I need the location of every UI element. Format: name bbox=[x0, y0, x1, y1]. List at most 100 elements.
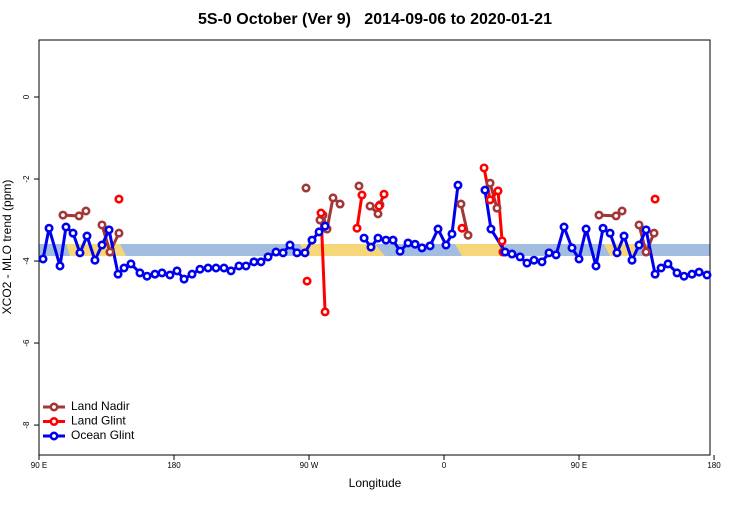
point bbox=[114, 194, 124, 204]
chart-title: 5S-0 October (Ver 9) 2014-09-06 to 2020-… bbox=[198, 11, 552, 28]
y-tick-label: -2 bbox=[22, 175, 31, 183]
y-axis-label: XCO2 - MLO trend (ppm) bbox=[0, 180, 14, 315]
point bbox=[497, 236, 507, 246]
point bbox=[485, 178, 495, 188]
point bbox=[619, 231, 629, 241]
point bbox=[320, 221, 330, 231]
point bbox=[522, 258, 532, 268]
legend-marker bbox=[49, 416, 59, 426]
point bbox=[500, 247, 510, 257]
point bbox=[234, 261, 244, 271]
point bbox=[485, 195, 495, 205]
point bbox=[447, 229, 457, 239]
point bbox=[479, 163, 489, 173]
point bbox=[634, 220, 644, 230]
point bbox=[352, 223, 362, 233]
point bbox=[457, 223, 467, 233]
point bbox=[649, 228, 659, 238]
point bbox=[365, 201, 375, 211]
point bbox=[388, 235, 398, 245]
point bbox=[97, 240, 107, 250]
point bbox=[656, 263, 666, 273]
point bbox=[611, 211, 621, 221]
point bbox=[263, 252, 273, 262]
point bbox=[694, 267, 704, 277]
point bbox=[492, 203, 502, 213]
y-tick-label: 0 bbox=[22, 94, 31, 99]
point bbox=[38, 254, 48, 264]
point bbox=[544, 248, 554, 258]
point bbox=[486, 224, 496, 234]
point bbox=[687, 269, 697, 279]
point bbox=[702, 270, 712, 280]
point bbox=[278, 248, 288, 258]
point bbox=[612, 248, 622, 258]
point bbox=[314, 227, 324, 237]
point bbox=[328, 193, 338, 203]
point bbox=[119, 263, 129, 273]
point bbox=[203, 263, 213, 273]
legend-label: Land Nadir bbox=[71, 399, 130, 413]
point bbox=[179, 274, 189, 284]
point bbox=[300, 248, 310, 258]
point bbox=[456, 199, 466, 209]
point bbox=[55, 261, 65, 271]
point bbox=[75, 248, 85, 258]
point bbox=[195, 264, 205, 274]
point bbox=[81, 206, 91, 216]
point bbox=[249, 257, 259, 267]
point bbox=[157, 268, 167, 278]
point bbox=[301, 183, 311, 193]
point bbox=[507, 249, 517, 259]
point bbox=[165, 270, 175, 280]
point bbox=[433, 224, 443, 234]
legend-marker bbox=[49, 402, 59, 412]
point bbox=[641, 247, 651, 257]
point bbox=[373, 209, 383, 219]
point bbox=[359, 233, 369, 243]
point bbox=[395, 246, 405, 256]
point bbox=[302, 276, 312, 286]
point bbox=[335, 199, 345, 209]
x-axis-label: Longitude bbox=[349, 476, 402, 490]
point bbox=[634, 240, 644, 250]
point bbox=[374, 201, 384, 211]
band-yellow bbox=[66, 244, 126, 256]
point bbox=[150, 269, 160, 279]
point bbox=[104, 225, 114, 235]
point bbox=[480, 185, 490, 195]
legend-marker bbox=[49, 431, 59, 441]
point bbox=[142, 271, 152, 281]
point bbox=[316, 208, 326, 218]
point bbox=[354, 181, 364, 191]
point bbox=[594, 210, 604, 220]
x-tick-label: 180 bbox=[167, 461, 181, 470]
plot-frame bbox=[38, 39, 711, 456]
point bbox=[605, 228, 615, 238]
point bbox=[417, 243, 427, 253]
point bbox=[650, 194, 660, 204]
point bbox=[68, 228, 78, 238]
band-yellow bbox=[300, 244, 385, 256]
point bbox=[211, 263, 221, 273]
point bbox=[567, 243, 577, 253]
point bbox=[441, 240, 451, 250]
point bbox=[292, 248, 302, 258]
point bbox=[61, 222, 71, 232]
point bbox=[381, 235, 391, 245]
point bbox=[241, 261, 251, 271]
point bbox=[529, 255, 539, 265]
point bbox=[663, 259, 673, 269]
x-tick-label: 90 E bbox=[31, 461, 47, 470]
point bbox=[126, 259, 136, 269]
point bbox=[379, 189, 389, 199]
point bbox=[285, 240, 295, 250]
point bbox=[187, 269, 197, 279]
point bbox=[366, 242, 376, 252]
point bbox=[320, 307, 330, 317]
point bbox=[551, 250, 561, 260]
point bbox=[105, 247, 115, 257]
point bbox=[641, 225, 651, 235]
